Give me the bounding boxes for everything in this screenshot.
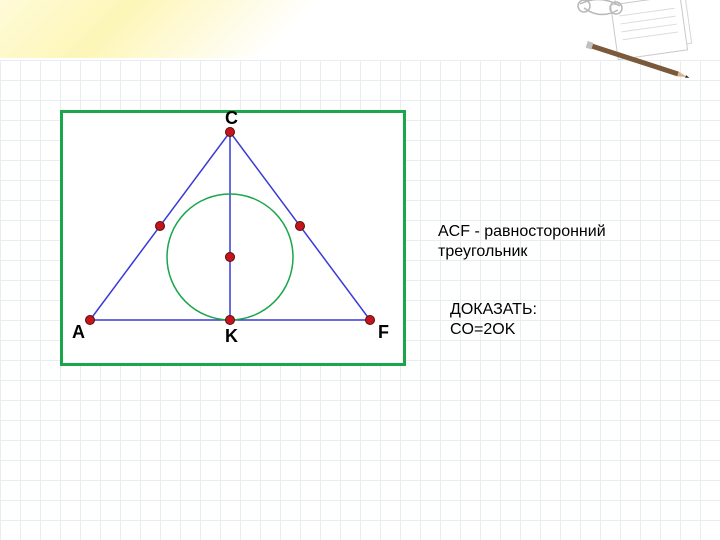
label-C: C [225, 108, 238, 128]
triangle-incircle-figure: A C F K [0, 0, 720, 540]
point-F [366, 316, 375, 325]
page: A C F K ACF - равносторонний треугольник… [0, 0, 720, 540]
point-O [226, 253, 235, 262]
prove-text: ДОКАЗАТЬ: CO=2OK [450, 300, 537, 340]
prove-line2: CO=2OK [450, 321, 515, 338]
point-K [226, 316, 235, 325]
point-A [86, 316, 95, 325]
tangent-point-right [296, 222, 305, 231]
label-K: K [225, 326, 238, 346]
given-text: ACF - равносторонний треугольник [438, 222, 606, 262]
given-line1: ACF - равносторонний [438, 223, 606, 240]
label-A: A [72, 322, 85, 342]
label-F: F [378, 322, 389, 342]
tangent-point-left [156, 222, 165, 231]
prove-line1: ДОКАЗАТЬ: [450, 301, 537, 318]
given-line2: треугольник [438, 243, 527, 260]
point-C [226, 128, 235, 137]
